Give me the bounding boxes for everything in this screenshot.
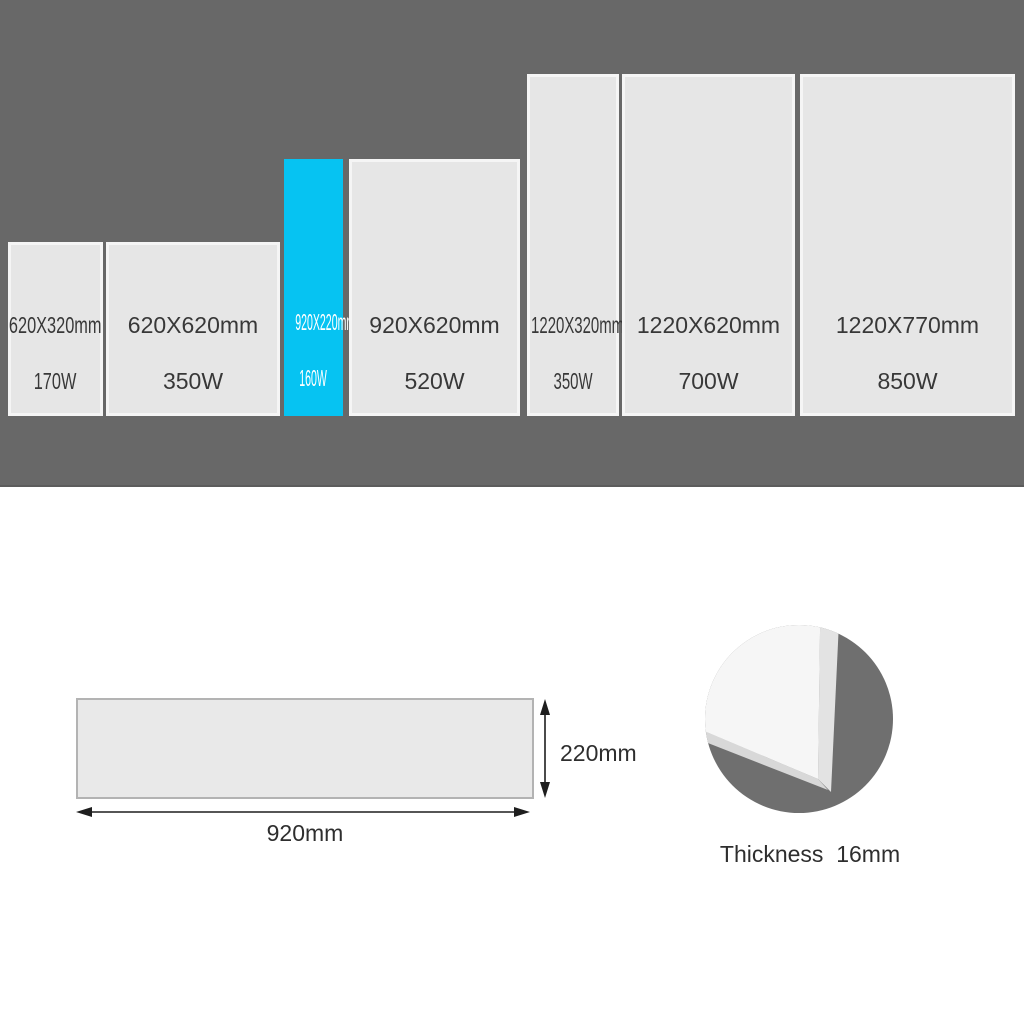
panel-1220x620: 1220X620mm 700W [622,74,795,416]
height-dimension-label: 220mm [560,739,637,767]
thickness-detail-circle [705,625,893,813]
thickness-label: Thickness 16mm [660,840,960,868]
arrowhead-down [540,782,550,798]
arrowhead-up [540,699,550,715]
width-dimension-label: 920mm [205,819,405,847]
panel-1220x320: 1220X320mm 350W [527,74,619,416]
panel-front-view [76,698,534,799]
panel-1220x770: 1220X770mm 850W [800,74,1015,416]
panel-watt-label: 850W [779,369,1024,393]
arrowhead-right [514,807,530,817]
panel-corner-illustration [705,625,893,813]
panel-920x620: 920X620mm 520W [349,159,520,416]
panel-620x620: 620X620mm 350W [106,242,280,416]
arrowhead-left [76,807,92,817]
panel-side-edge [818,625,842,792]
product-size-infographic: 620X320mm 170W 620X620mm 350W 920X220mm … [0,0,1024,1024]
panel-size-label: 1220X770mm [779,313,1024,337]
